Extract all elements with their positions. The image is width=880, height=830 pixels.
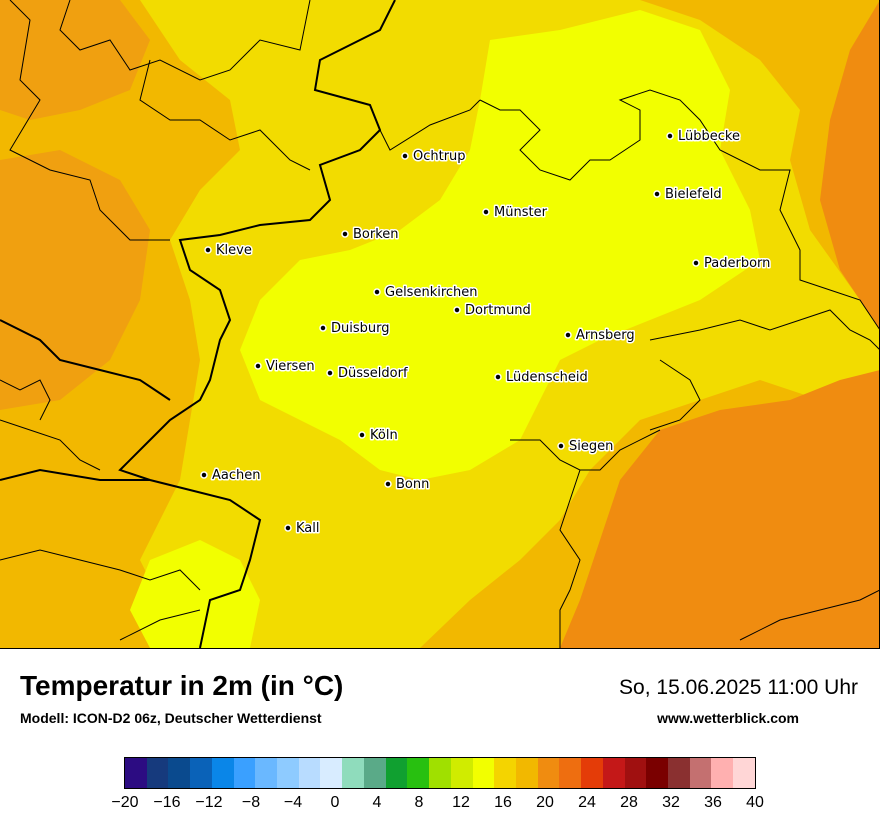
temp-zone-orange-southeast	[560, 370, 880, 648]
colorbar-segment	[342, 758, 364, 788]
colorbar-tick-label: 4	[372, 794, 382, 811]
temp-zone-bright-southwest	[130, 540, 260, 648]
city-dot	[384, 480, 392, 488]
colorbar-segment	[450, 758, 473, 788]
colorbar-segment	[146, 758, 169, 788]
city-label: Aachen	[212, 468, 260, 483]
colorbar-tick-label: −4	[283, 794, 303, 811]
colorbar-segment	[537, 758, 560, 788]
map-canvas: Lübbecke Ochtrup Bielefeld Münster Borken Kle…	[0, 0, 880, 648]
colorbar-tick-label: −12	[195, 794, 223, 811]
city-label: Lübbecke	[678, 129, 740, 144]
colorbar-segment	[581, 758, 603, 788]
colorbar-segment	[385, 758, 408, 788]
colorbar-segment	[472, 758, 495, 788]
city-label: Dortmund	[465, 303, 531, 318]
colorbar-tick-label: 28	[620, 794, 638, 811]
colorbar-segment	[689, 758, 712, 788]
city-dot	[284, 524, 292, 532]
colorbar-tick-label: 40	[746, 794, 764, 811]
city-dot	[319, 324, 327, 332]
colorbar-segment	[168, 758, 191, 788]
colorbar-tick-label: 0	[330, 794, 340, 811]
colorbar-segment	[233, 758, 256, 788]
city-label: Arnsberg	[576, 328, 635, 343]
city-label: Ochtrup	[413, 149, 466, 164]
colorbar-segment	[298, 758, 321, 788]
colorbar-tick-label: 12	[452, 794, 470, 811]
temp-zone-orange-east	[820, 0, 880, 330]
city-label: Paderborn	[704, 256, 770, 271]
colorbar-tick-label: 36	[704, 794, 722, 811]
colorbar-segment	[125, 758, 147, 788]
colorbar-segment	[646, 758, 668, 788]
city-label: Münster	[494, 205, 548, 220]
city-label: Lüdenscheid	[506, 370, 588, 385]
district-borders	[0, 0, 880, 648]
colorbar-segment	[429, 758, 451, 788]
city-dot	[557, 442, 565, 450]
colorbar-tick-label: −8	[241, 794, 261, 811]
colorbar-segment	[407, 758, 430, 788]
city-label: Bielefeld	[665, 187, 722, 202]
colorbar-segment	[602, 758, 625, 788]
city-dot	[453, 306, 461, 314]
colorbar-segment	[320, 758, 343, 788]
city-dot	[692, 259, 700, 267]
colorbar-segment	[363, 758, 386, 788]
temp-zone-orange-northwest	[0, 0, 150, 120]
city-dot	[373, 288, 381, 296]
colorbar-segment	[211, 758, 234, 788]
colorbar-segment	[559, 758, 582, 788]
city-dot	[204, 246, 212, 254]
temp-zone-bright	[240, 10, 760, 480]
city-label: Kleve	[216, 243, 252, 258]
colorbar-segment	[667, 758, 690, 788]
temperature-map: Lübbecke Ochtrup Bielefeld Münster Borken Kle…	[0, 0, 880, 649]
city-label: Duisburg	[331, 321, 390, 336]
city-dot	[358, 431, 366, 439]
city-markers: Lübbecke Ochtrup Bielefeld Münster Borken Kle…	[200, 128, 772, 538]
model-info: Modell: ICON-D2 06z, Deutscher Wetterdie…	[20, 710, 322, 726]
city-label: Borken	[353, 227, 399, 242]
colorbar-segment	[515, 758, 538, 788]
city-label: Gelsenkirchen	[385, 285, 478, 300]
temp-zone-orange-west	[0, 150, 150, 410]
colorbar-tick-label: −16	[153, 794, 181, 811]
colorbar-segment	[624, 758, 647, 788]
city-label: Kall	[296, 521, 320, 536]
city-dot	[653, 190, 661, 198]
city-label: Siegen	[569, 439, 613, 454]
colorbar-tick-label: 24	[578, 794, 596, 811]
city-dot	[494, 373, 502, 381]
temperature-colorbar	[124, 757, 756, 789]
colorbar-segment	[733, 758, 755, 788]
map-title: Temperatur in 2m (in °C)	[20, 670, 344, 701]
city-dot	[482, 208, 490, 216]
colorbar-tick-label: 16	[494, 794, 512, 811]
city-label: Düsseldorf	[338, 366, 408, 381]
colorbar-tick-label: 32	[662, 794, 680, 811]
colorbar-segment	[190, 758, 212, 788]
city-dot	[341, 230, 349, 238]
colorbar-segment	[494, 758, 516, 788]
city-label: Viersen	[266, 359, 315, 374]
colorbar-tick-label: 20	[536, 794, 554, 811]
city-dot	[326, 369, 334, 377]
city-dot	[401, 152, 409, 160]
website-link[interactable]: www.wetterblick.com	[657, 710, 799, 726]
colorbar-tick-label: −20	[111, 794, 139, 811]
colorbar-tick-label: 8	[414, 794, 424, 811]
city-dot	[564, 331, 572, 339]
city-dot	[666, 132, 674, 140]
city-dot	[254, 362, 262, 370]
valid-datetime: So, 15.06.2025 11:00 Uhr	[619, 676, 858, 699]
state-borders	[0, 0, 880, 648]
city-dot	[200, 471, 208, 479]
colorbar-segment	[711, 758, 734, 788]
colorbar-segment	[255, 758, 278, 788]
city-label: Köln	[370, 428, 398, 443]
colorbar-segment	[277, 758, 299, 788]
city-label: Bonn	[396, 477, 429, 492]
